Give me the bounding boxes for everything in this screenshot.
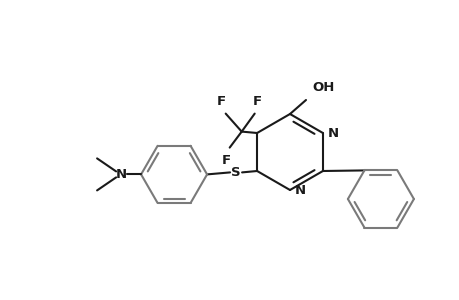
Text: OH: OH [311,81,334,94]
Text: N: N [115,168,126,181]
Text: F: F [252,94,262,108]
Text: F: F [222,154,231,166]
Text: F: F [217,94,226,108]
Text: S: S [231,166,241,179]
Text: N: N [327,127,338,140]
Text: N: N [294,184,305,196]
